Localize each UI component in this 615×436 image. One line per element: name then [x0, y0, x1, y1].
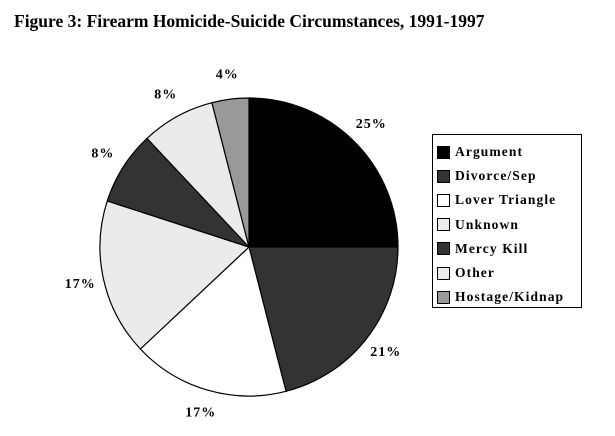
legend-label: Hostage/Kidnap [455, 289, 565, 305]
legend-label: Divorce/Sep [455, 168, 537, 184]
legend-swatch [437, 266, 450, 280]
pie-label-unknown: 17% [65, 277, 96, 292]
legend-swatch [437, 145, 450, 159]
pie-label-divorce-sep: 21% [370, 345, 401, 360]
pie-slices [99, 97, 399, 397]
pie-slice-lover-triangle [139, 246, 287, 397]
pie-slice-divorce-sep [248, 246, 399, 392]
pie-slice-unknown [99, 200, 250, 350]
pie-slice-argument [248, 97, 399, 248]
legend-item-lover-triangle: Lover Triangle [433, 188, 581, 212]
pie-percent-labels: 25% 21% 17% 17% 8% 8% 4% [65, 68, 401, 421]
pie-label-other: 8% [154, 88, 177, 103]
legend-item-argument: Argument [433, 140, 581, 164]
chart-legend: Argument Divorce/Sep Lover Triangle Unknown… [432, 134, 582, 308]
figure-title: Figure 3: Firearm Homicide-Suicide Circu… [14, 11, 485, 31]
legend-item-divorce-sep: Divorce/Sep [433, 164, 581, 188]
pie-label-lover-triangle: 17% [185, 405, 216, 420]
legend-item-mercy-kill: Mercy Kill [433, 237, 581, 261]
legend-label: Unknown [455, 216, 519, 232]
legend-item-hostage-kidnap: Hostage/Kidnap [433, 285, 581, 309]
legend-swatch [437, 169, 450, 183]
pie-label-mercy-kill: 8% [91, 147, 114, 162]
pie-slice-hostage-kidnap [211, 97, 250, 248]
pie-label-hostage-kidnap: 4% [216, 68, 239, 83]
legend-swatch [437, 193, 450, 207]
pie-label-argument: 25% [356, 117, 387, 132]
legend-label: Lover Triangle [455, 192, 557, 208]
legend-item-unknown: Unknown [433, 213, 581, 237]
legend-swatch [437, 290, 450, 304]
legend-label: Argument [455, 144, 524, 160]
legend-item-other: Other [433, 261, 581, 285]
legend-label: Other [455, 265, 495, 281]
legend-swatch [437, 218, 450, 232]
legend-label: Mercy Kill [455, 240, 529, 256]
legend-swatch [437, 242, 450, 256]
